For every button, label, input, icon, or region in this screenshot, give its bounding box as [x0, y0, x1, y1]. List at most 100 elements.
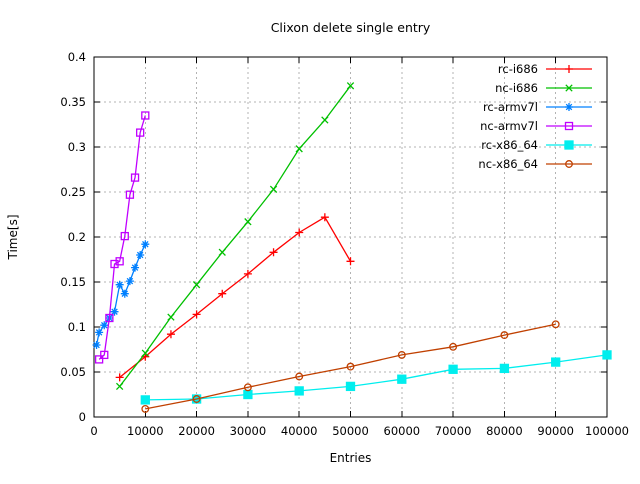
marker-plus	[115, 373, 124, 382]
series-line-nc-armv7l	[98, 115, 146, 360]
x-tick-label: 10000	[127, 424, 164, 438]
marker-cross	[141, 349, 149, 357]
marker-plus	[295, 228, 304, 237]
x-tick-label: 30000	[230, 424, 267, 438]
marker-circle-open	[243, 383, 252, 392]
x-tick-label: 50000	[332, 424, 369, 438]
y-tick-label: 0.1	[68, 320, 86, 334]
y-tick-label: 0.2	[68, 230, 86, 244]
y-axis-label: Time[s]	[6, 215, 20, 261]
marker-asterisk	[120, 289, 129, 298]
legend: rc-i686 nc-i686 rc-armv7l nc-armv7l rc-x86_6…	[478, 62, 592, 171]
marker-circle-open	[500, 331, 509, 340]
legend-item-nc-armv7l: nc-armv7l	[480, 119, 592, 133]
series-line-nc-i686	[119, 85, 352, 387]
marker-square-open	[564, 121, 574, 131]
legend-label: nc-i686	[495, 81, 538, 95]
marker-asterisk	[95, 328, 104, 337]
legend-item-nc-i686: nc-i686	[495, 81, 592, 95]
marker-square-filled	[345, 381, 356, 392]
marker-cross	[244, 218, 252, 226]
x-tick-label: 70000	[435, 424, 472, 438]
legend-item-rc-armv7l: rc-armv7l	[483, 100, 592, 114]
x-tick-label: 80000	[486, 424, 523, 438]
marker-plus	[269, 248, 278, 257]
marker-asterisk	[110, 307, 119, 316]
marker-plus	[218, 289, 227, 298]
marker-plus	[320, 213, 329, 222]
series-nc-armv7l	[94, 111, 150, 364]
marker-cross	[192, 281, 201, 289]
x-axis-label: Entries	[330, 451, 372, 465]
x-tick-label: 90000	[537, 424, 574, 438]
marker-square-filled	[243, 389, 253, 400]
marker-circle-open	[449, 342, 458, 351]
marker-asterisk	[115, 280, 124, 289]
marker-cross	[321, 116, 329, 124]
marker-asterisk	[136, 251, 145, 259]
y-tick-label: 0.15	[60, 275, 86, 289]
marker-square-open	[105, 313, 114, 323]
marker-circle-open	[346, 362, 355, 371]
marker-plus	[346, 257, 355, 266]
marker-circle-open	[565, 160, 573, 168]
marker-square-open	[125, 190, 135, 199]
marker-square-open	[100, 350, 109, 360]
y-tick-label: 0.05	[60, 365, 86, 379]
legend-label: rc-armv7l	[483, 100, 538, 114]
marker-cross	[346, 82, 355, 90]
marker-asterisk	[100, 321, 109, 330]
marker-cross	[218, 248, 226, 256]
y-tick-label: 0.3	[68, 140, 86, 154]
marker-square-open	[136, 128, 145, 137]
series-line-nc-x86_64	[145, 323, 556, 410]
legend-item-nc-x86_64: nc-x86_64	[478, 157, 592, 171]
y-tick-label: 0.35	[60, 95, 86, 109]
y-tick-label: 0.25	[60, 185, 86, 199]
x-tick-label: 0	[90, 424, 97, 438]
tick-marks	[93, 56, 608, 418]
y-tick-label: 0.4	[68, 50, 86, 64]
marker-asterisk	[125, 277, 134, 286]
series-nc-x86_64	[141, 320, 560, 413]
series-rc-armv7l	[92, 240, 150, 349]
marker-square-filled	[140, 395, 150, 405]
marker-circle-open	[141, 404, 150, 413]
series-line-rc-x86_64	[145, 354, 608, 401]
marker-asterisk	[131, 263, 140, 272]
marker-square-open	[94, 355, 104, 364]
legend-label: nc-armv7l	[480, 119, 538, 133]
x-tick-label: 40000	[281, 424, 318, 438]
x-tick-label: 20000	[178, 424, 215, 438]
marker-cross	[167, 313, 175, 321]
legend-item-rc-i686: rc-i686	[498, 62, 592, 76]
marker-circle-open	[551, 320, 560, 329]
marker-square-open	[141, 111, 150, 120]
legend-label: nc-x86_64	[478, 157, 538, 171]
marker-plus	[243, 269, 252, 278]
marker-square-filled	[564, 140, 574, 150]
marker-square-filled	[397, 374, 407, 384]
marker-square-filled	[551, 357, 561, 367]
x-tick-label: 60000	[384, 424, 421, 438]
marker-square-open	[120, 231, 129, 241]
x-tick-label: 100000	[585, 424, 629, 438]
chart-title: Clixon delete single entry	[271, 20, 431, 35]
marker-cross	[295, 145, 303, 153]
marker-plus	[565, 65, 573, 73]
series-rc-x86_64	[140, 350, 612, 405]
marker-cross	[565, 84, 573, 92]
marker-square-open	[130, 173, 140, 182]
series-line-rc-armv7l	[95, 243, 146, 346]
marker-circle-open	[295, 372, 304, 381]
series-line-rc-i686	[119, 216, 352, 378]
legend-label: rc-i686	[498, 62, 538, 76]
marker-asterisk	[92, 341, 101, 349]
marker-asterisk	[141, 240, 150, 249]
series-rc-i686	[115, 213, 355, 382]
marker-cross	[115, 382, 124, 391]
marker-plus	[166, 330, 175, 339]
marker-circle-open	[192, 395, 201, 403]
